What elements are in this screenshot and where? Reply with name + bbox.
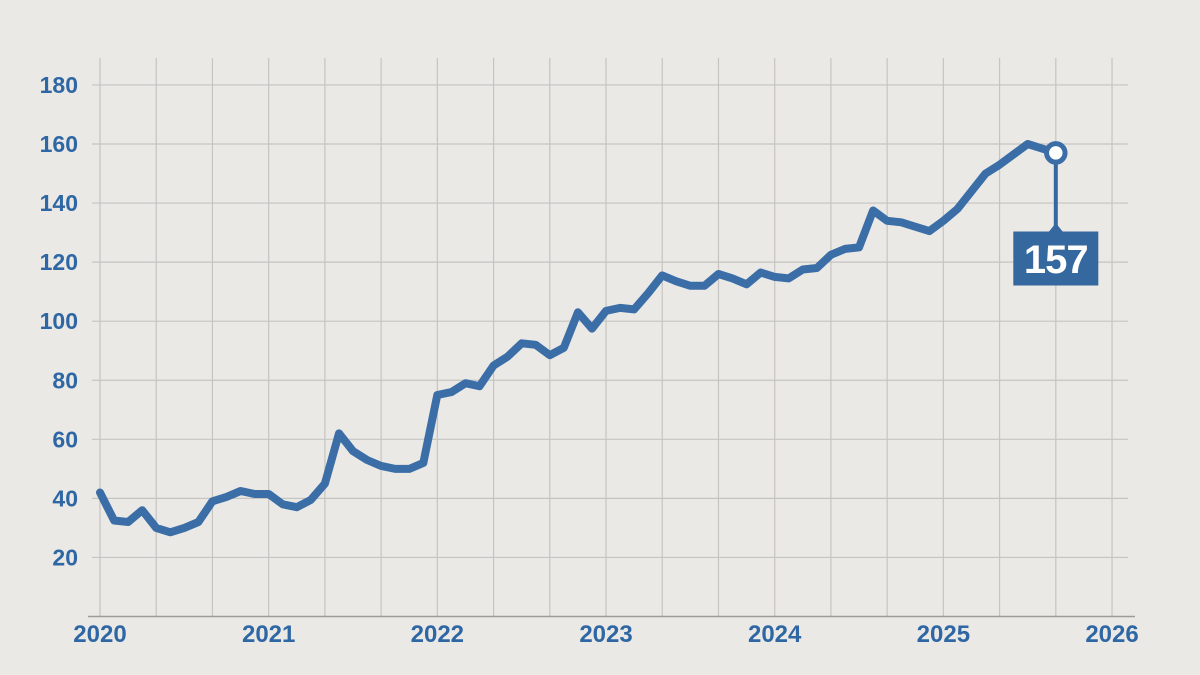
y-axis-tick-label: 80 — [52, 367, 78, 393]
y-axis-tick-label: 140 — [40, 190, 78, 216]
x-axis-tick-label: 2020 — [73, 621, 126, 648]
y-axis-tick-label: 160 — [40, 131, 78, 157]
y-axis-tick-label: 40 — [52, 485, 78, 511]
y-axis-tick-label: 60 — [52, 426, 78, 452]
y-axis-tick-label: 100 — [40, 308, 78, 334]
data-series-line — [96, 140, 1060, 537]
x-axis-tick-label: 2022 — [411, 621, 464, 648]
x-axis-tick-label: 2025 — [917, 621, 970, 648]
x-axis-tick-label: 2023 — [579, 621, 632, 648]
y-axis-tick-label: 20 — [52, 544, 78, 570]
x-axis-tick-label: 2021 — [242, 621, 295, 648]
x-axis-tick-label: 2024 — [748, 621, 802, 648]
y-axis-tick-label: 120 — [40, 249, 78, 275]
x-axis-tick-label: 2026 — [1085, 621, 1138, 648]
y-axis-tick-label: 180 — [40, 72, 78, 98]
callout-value-label: 157 — [1024, 238, 1088, 282]
callout-box — [1013, 231, 1099, 286]
end-point-marker — [1044, 141, 1068, 165]
